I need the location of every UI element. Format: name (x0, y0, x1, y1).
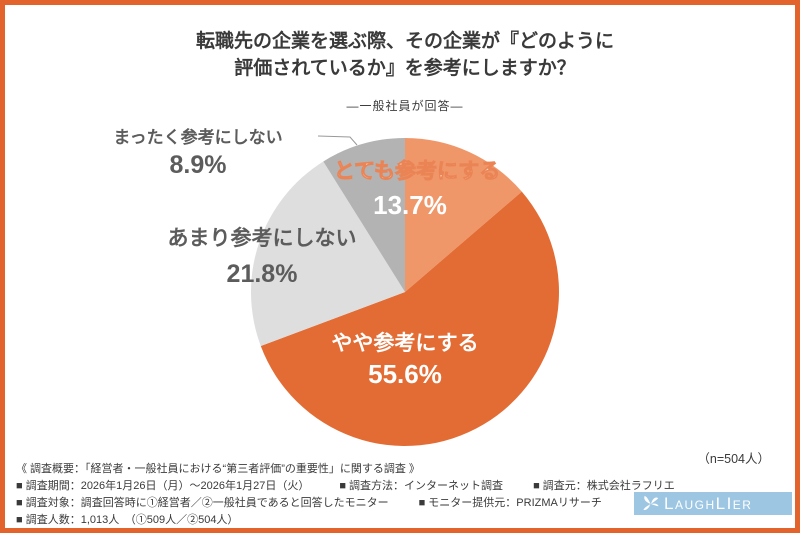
svg-text:やや参考にする: やや参考にする (331, 331, 478, 355)
svg-text:まったく参考にしない: まったく参考にしない (113, 127, 282, 147)
svg-text:あまり参考にしない: あまり参考にしない (168, 226, 357, 250)
svg-text:13.7%: 13.7% (373, 190, 447, 220)
svg-text:55.6%: 55.6% (368, 359, 442, 389)
svg-text:とても参考にする: とても参考にする (334, 159, 501, 183)
svg-text:21.8%: 21.8% (227, 260, 298, 288)
svg-text:8.9%: 8.9% (170, 151, 227, 179)
